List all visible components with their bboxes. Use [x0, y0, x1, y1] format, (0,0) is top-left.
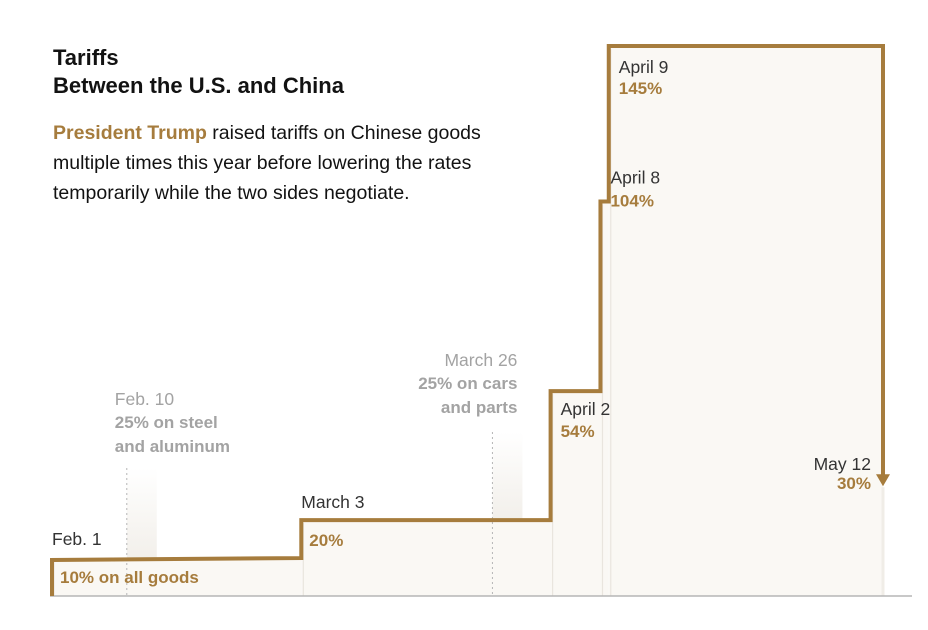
step-date-label-3: April 8	[610, 168, 660, 188]
chart-title: Tariffs Between the U.S. and China	[53, 44, 344, 100]
title-line-1: Tariffs	[53, 45, 119, 70]
step-value-label-0: 10% on all goods	[60, 568, 199, 587]
step-fill-2	[550, 391, 601, 596]
step-value-label-3: 104%	[610, 192, 653, 211]
step-value-label-1: 20%	[309, 531, 343, 550]
annotation-note-1-0: 25% on cars	[418, 374, 517, 393]
title-line-2: Between the U.S. and China	[53, 73, 344, 98]
arrow-down-icon	[876, 474, 890, 487]
chart-description: President Trump raised tariffs on Chines…	[53, 118, 513, 208]
annotation-fade-1	[492, 432, 523, 521]
annotation-note-0-1: and aluminum	[115, 437, 230, 456]
dek-highlight: President Trump	[53, 122, 207, 144]
annotation-note-1-1: and parts	[441, 398, 518, 417]
step-fill-4	[608, 46, 883, 596]
step-fill-1	[301, 520, 551, 596]
step-fill-3	[600, 201, 609, 596]
step-date-label-4: April 9	[619, 57, 669, 77]
annotation-date-label-1: March 26	[444, 350, 517, 370]
step-date-label-0: Feb. 1	[52, 529, 102, 549]
annotation-date-label-0: Feb. 10	[115, 389, 175, 409]
step-value-label-5: 30%	[837, 474, 871, 493]
step-date-label-2: April 2	[561, 399, 611, 419]
step-fill-0	[52, 558, 302, 596]
step-date-label-5: May 12	[814, 454, 871, 474]
annotation-note-0-0: 25% on steel	[115, 413, 218, 432]
step-value-label-4: 145%	[619, 79, 662, 98]
dek-text: raised tariffs on Chinese goods multiple…	[53, 122, 481, 204]
step-date-label-1: March 3	[301, 492, 364, 512]
annotation-fade-0	[126, 468, 157, 560]
tariff-step-line	[50, 44, 885, 596]
step-value-label-2: 54%	[561, 422, 595, 441]
